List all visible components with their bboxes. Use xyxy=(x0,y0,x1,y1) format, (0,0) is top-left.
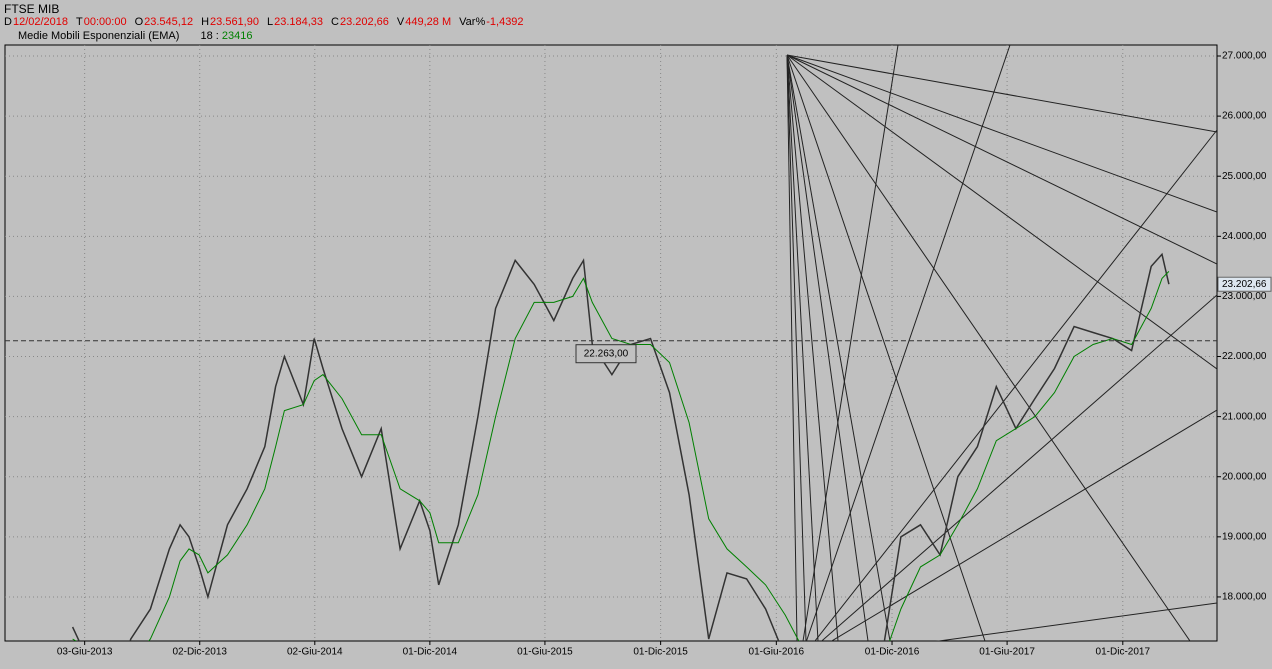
y-tick-label: 25.000,00 xyxy=(1222,171,1267,182)
field-key: V xyxy=(396,16,405,28)
y-tick-label: 23.000,00 xyxy=(1222,291,1267,302)
fan-line xyxy=(820,294,1217,641)
last-price-label: 23.202,66 xyxy=(1222,279,1267,290)
x-tick-label: 02-Giu-2014 xyxy=(287,647,343,658)
fan-line xyxy=(786,54,807,641)
plot-area xyxy=(4,44,1218,642)
x-tick-label: 01-Dic-2017 xyxy=(1096,647,1151,658)
ema-name: Medie Mobili Esponenziali (EMA) xyxy=(18,30,180,42)
gann-fan xyxy=(786,45,1217,641)
field-value: 23.202,66 xyxy=(339,16,389,28)
field-value: 23.561,90 xyxy=(210,16,259,28)
x-tick-label: 01-Dic-2015 xyxy=(633,647,688,658)
y-tick-label: 18.000,00 xyxy=(1222,592,1267,603)
fan-line xyxy=(786,54,798,641)
x-tick-label: 02-Dic-2013 xyxy=(172,647,227,658)
hline-label: 22.263,00 xyxy=(584,348,629,359)
field-value: 00:00:00 xyxy=(83,16,127,28)
y-tick-label: 24.000,00 xyxy=(1222,231,1267,242)
x-tick-label: 01-Giu-2015 xyxy=(517,647,573,658)
field-value: 12/02/2018 xyxy=(12,16,69,28)
field-key: C xyxy=(331,16,339,28)
fan-line xyxy=(786,54,986,641)
field-key: D xyxy=(4,16,12,28)
fan-line xyxy=(786,54,1217,265)
fan-line xyxy=(786,54,869,641)
fan-line xyxy=(786,54,1191,641)
series-line xyxy=(71,252,1170,641)
ohlc-row: D12/02/2018 T00:00:00 O23.545,12 H23.561,90… xyxy=(4,16,524,28)
fan-line xyxy=(814,129,1217,641)
field-value: -1,4392 xyxy=(486,16,524,28)
ema-row: Medie Mobili Esponenziali (EMA) 18 : 234… xyxy=(18,30,253,42)
hline-label-box xyxy=(575,344,637,364)
fan-line xyxy=(830,409,1217,641)
instrument-name: FTSE MIB xyxy=(4,2,60,16)
field-key: Var% xyxy=(459,16,486,28)
field-key: T xyxy=(76,16,83,28)
fan-line xyxy=(935,602,1217,641)
fan-line xyxy=(786,54,1217,213)
fan-line xyxy=(786,54,891,641)
y-tick-label: 20.000,00 xyxy=(1222,471,1267,482)
y-tick-label: 26.000,00 xyxy=(1222,111,1267,122)
fan-line xyxy=(786,54,1217,370)
x-tick-label: 01-Giu-2016 xyxy=(749,647,805,658)
y-tick-label: 19.000,00 xyxy=(1222,531,1267,542)
fan-line xyxy=(786,54,819,641)
x-tick-label: 03-Giu-2013 xyxy=(57,647,113,658)
field-key: L xyxy=(266,16,274,28)
y-tick-label: 27.000,00 xyxy=(1222,51,1267,62)
fan-line xyxy=(802,45,899,641)
x-tick-label: 01-Dic-2014 xyxy=(403,647,458,658)
ema-period: 18 xyxy=(200,30,213,42)
fan-line xyxy=(786,54,1217,133)
field-key: H xyxy=(201,16,210,28)
series-line xyxy=(72,271,1170,641)
fan-line xyxy=(805,45,1011,641)
y-tick-label: 21.000,00 xyxy=(1222,411,1267,422)
field-value: 23.545,12 xyxy=(144,16,194,28)
fan-line xyxy=(786,54,839,641)
x-tick-label: 01-Giu-2017 xyxy=(979,647,1035,658)
x-tick-label: 01-Dic-2016 xyxy=(865,647,920,658)
last-price-box xyxy=(1217,276,1272,292)
field-value: 449,28 M xyxy=(405,16,452,28)
field-key: O xyxy=(134,16,144,28)
y-tick-label: 22.000,00 xyxy=(1222,351,1267,362)
ema-value: 23416 xyxy=(221,30,253,42)
field-value: 23.184,33 xyxy=(274,16,324,28)
